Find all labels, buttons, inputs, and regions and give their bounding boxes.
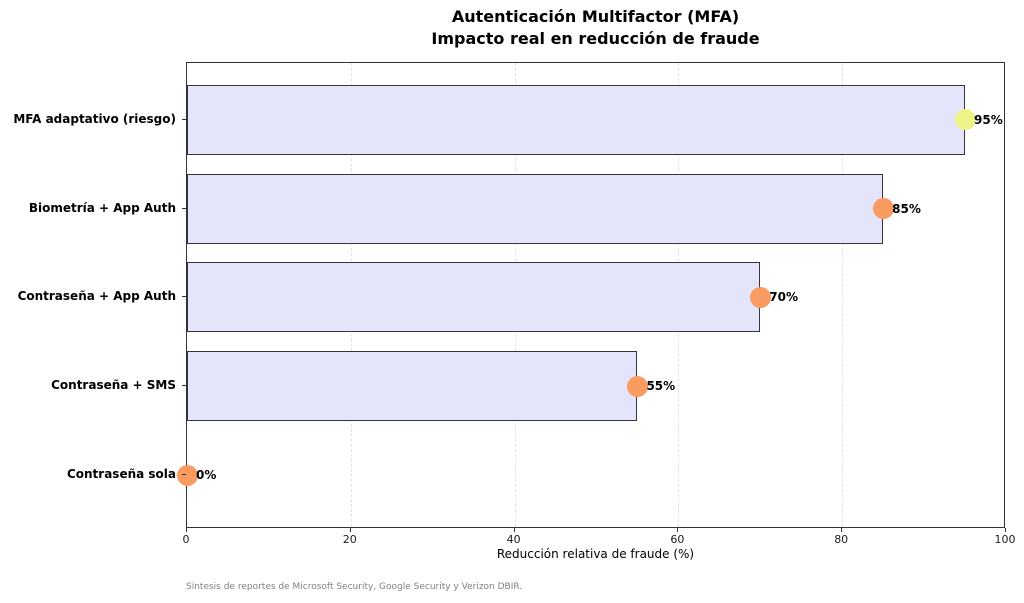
y-tick-label: Contraseña sola	[66, 467, 176, 482]
x-tick-label: 20	[342, 533, 357, 546]
value-marker	[176, 464, 198, 486]
gridline	[842, 63, 844, 527]
y-tick-mark	[182, 474, 186, 476]
y-tick-mark	[182, 385, 186, 387]
bar	[187, 262, 761, 333]
value-marker	[872, 198, 894, 220]
value-label: 55%	[646, 379, 676, 394]
x-tick-mark	[186, 528, 187, 532]
x-tick-label: 60	[670, 533, 685, 546]
y-tick-label: Contraseña + SMS	[51, 378, 176, 393]
x-tick-label: 100	[994, 533, 1016, 546]
footnote: Síntesis de reportes de Microsoft Securi…	[186, 582, 523, 592]
x-tick-mark	[1005, 528, 1006, 532]
y-tick-mark	[182, 207, 186, 209]
y-tick-label: Contraseña + App Auth	[17, 289, 176, 304]
y-tick-label: MFA adaptativo (riesgo)	[13, 111, 176, 126]
plot-area: 95% 85% 70% 55% 0%	[176, 62, 1005, 528]
x-tick-label: 0	[182, 533, 190, 546]
bar	[187, 173, 884, 244]
value-marker	[954, 109, 976, 131]
value-marker	[626, 375, 648, 397]
x-tick-mark	[349, 528, 351, 532]
x-tick-mark	[677, 528, 679, 532]
chart-title: Autenticación Multifactor (MFA) Impacto …	[186, 6, 1005, 49]
x-tick-mark	[841, 528, 843, 532]
y-tick-mark	[182, 118, 186, 120]
bar	[187, 351, 638, 422]
value-marker	[749, 286, 771, 308]
value-label: 85%	[892, 201, 921, 216]
y-tick-mark	[182, 296, 186, 298]
y-tick-label: Biometría + App Auth	[28, 200, 176, 215]
value-label: 70%	[769, 290, 799, 305]
x-tick-label: 80	[834, 533, 849, 546]
bar	[187, 84, 966, 155]
x-tick-mark	[513, 528, 515, 532]
value-label: 95%	[974, 112, 1003, 127]
x-axis-title: Reducción relativa de fraude (%)	[496, 547, 695, 561]
chart-title-line1: Autenticación Multifactor (MFA)	[451, 7, 740, 26]
x-tick-label: 40	[506, 533, 521, 546]
chart-title-line2: Impacto real en reducción de fraude	[431, 28, 760, 48]
value-label: 0%	[196, 468, 217, 483]
